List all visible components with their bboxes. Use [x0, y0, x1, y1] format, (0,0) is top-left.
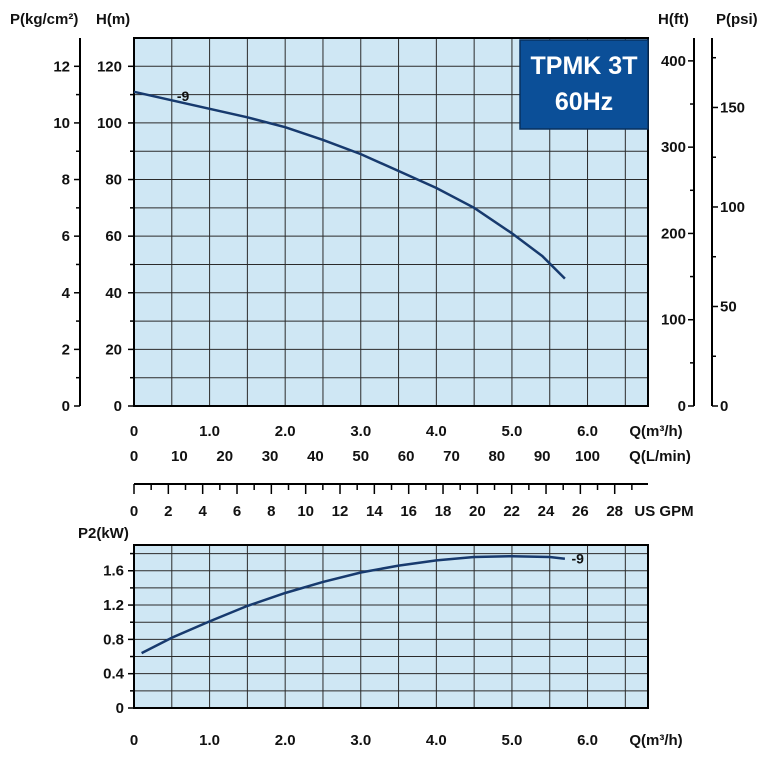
p-psi-axis-title: P(psi)	[716, 11, 758, 28]
title-box	[519, 39, 649, 130]
head-x-tick-label: 5.0	[502, 423, 523, 440]
p2-tick-label: 1.2	[103, 597, 124, 614]
title-frequency: 60Hz	[555, 88, 613, 116]
lmin-tick-label: 70	[443, 448, 460, 465]
lmin-tick-label: 80	[488, 448, 505, 465]
power-x-tick-label: 3.0	[350, 732, 371, 749]
p-psi-tick-label: 0	[720, 398, 728, 415]
gpm-tick-label: 24	[538, 503, 555, 520]
p-psi-tick-label: 100	[720, 199, 745, 216]
gpm-tick-label: 18	[435, 503, 452, 520]
head-x-tick-label: 1.0	[199, 423, 220, 440]
p-kg-tick-label: 10	[53, 115, 70, 132]
h-ft-tick-label: 0	[678, 398, 686, 415]
power-plot-area	[134, 545, 648, 708]
p-kg-axis-title: P(kg/cm²)	[10, 11, 78, 28]
lmin-tick-label: 100	[575, 448, 600, 465]
h-ft-tick-label: 400	[661, 53, 686, 70]
head-x-tick-label: 4.0	[426, 423, 447, 440]
power-x-axis-title: Q(m³/h)	[629, 732, 682, 749]
gpm-tick-label: 6	[233, 503, 241, 520]
gpm-tick-label: 12	[332, 503, 349, 520]
gpm-axis-title: US GPM	[634, 503, 693, 520]
p2-tick-label: 0	[116, 700, 124, 717]
p-psi-tick-label: 150	[720, 99, 745, 116]
lmin-tick-label: 50	[352, 448, 369, 465]
p-kg-tick-label: 6	[62, 228, 70, 245]
h-m-tick-label: 120	[97, 58, 122, 75]
lmin-tick-label: 30	[262, 448, 279, 465]
power-x-tick-label: 0	[130, 732, 138, 749]
h-m-axis-title: H(m)	[96, 11, 130, 28]
title-model: TPMK 3T	[531, 52, 638, 80]
power-x-tick-label: 6.0	[577, 732, 598, 749]
head-x-tick-label: 3.0	[350, 423, 371, 440]
lmin-tick-label: 10	[171, 448, 188, 465]
head-x-axis-title: Q(m³/h)	[629, 423, 682, 440]
power-x-tick-label: 1.0	[199, 732, 220, 749]
power-x-tick-label: 2.0	[275, 732, 296, 749]
power-x-tick-label: 4.0	[426, 732, 447, 749]
p2-tick-label: 0.8	[103, 631, 124, 648]
h-m-tick-label: 0	[114, 398, 122, 415]
p-kg-tick-label: 2	[62, 341, 70, 358]
h-m-tick-label: 80	[105, 172, 122, 189]
power-x-tick-label: 5.0	[502, 732, 523, 749]
gpm-tick-label: 4	[198, 503, 207, 520]
gpm-tick-label: 8	[267, 503, 275, 520]
power-curve	[141, 554, 566, 655]
p-kg-tick-label: 4	[62, 285, 71, 302]
lmin-tick-label: 20	[216, 448, 233, 465]
p-kg-tick-label: 12	[53, 58, 70, 75]
head-x-tick-label: 0	[130, 423, 138, 440]
p-psi-tick-label: 50	[720, 298, 737, 315]
h-ft-tick-label: 200	[661, 225, 686, 242]
gpm-tick-label: 16	[400, 503, 417, 520]
p2-tick-label: 1.6	[103, 563, 124, 580]
gpm-tick-label: 20	[469, 503, 486, 520]
gpm-tick-label: 10	[297, 503, 314, 520]
lmin-tick-label: 60	[398, 448, 415, 465]
lmin-tick-label: 40	[307, 448, 324, 465]
power-curve-label: -9	[571, 550, 584, 566]
p2-axis-title: P2(kW)	[78, 525, 129, 542]
h-ft-tick-label: 100	[661, 312, 686, 329]
h-ft-tick-label: 300	[661, 139, 686, 156]
h-m-tick-label: 40	[105, 285, 122, 302]
gpm-tick-label: 22	[503, 503, 520, 520]
head-curve	[133, 90, 566, 280]
h-m-tick-label: 20	[105, 341, 122, 358]
head-plot-frame	[133, 37, 649, 407]
gpm-tick-label: 2	[164, 503, 172, 520]
h-ft-axis-title: H(ft)	[658, 11, 689, 28]
gpm-tick-label: 0	[130, 503, 138, 520]
power-plot-frame	[133, 544, 649, 709]
lmin-tick-label: 90	[534, 448, 551, 465]
head-curve-label: -9	[177, 88, 190, 104]
h-m-tick-label: 100	[97, 115, 122, 132]
gpm-tick-label: 14	[366, 503, 383, 520]
p-kg-tick-label: 0	[62, 398, 70, 415]
head-x-tick-label: 2.0	[275, 423, 296, 440]
head-x-tick-label: 6.0	[577, 423, 598, 440]
lmin-axis-title: Q(L/min)	[629, 448, 691, 465]
p-kg-tick-label: 8	[62, 172, 70, 189]
gpm-tick-label: 28	[606, 503, 623, 520]
lmin-tick-label: 0	[130, 448, 138, 465]
gpm-tick-label: 26	[572, 503, 589, 520]
p2-tick-label: 0.4	[103, 666, 125, 683]
h-m-tick-label: 60	[105, 228, 122, 245]
